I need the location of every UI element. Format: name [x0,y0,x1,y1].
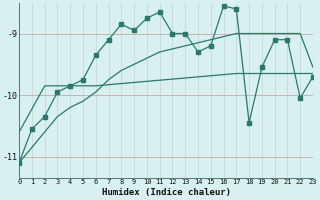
X-axis label: Humidex (Indice chaleur): Humidex (Indice chaleur) [101,188,231,197]
